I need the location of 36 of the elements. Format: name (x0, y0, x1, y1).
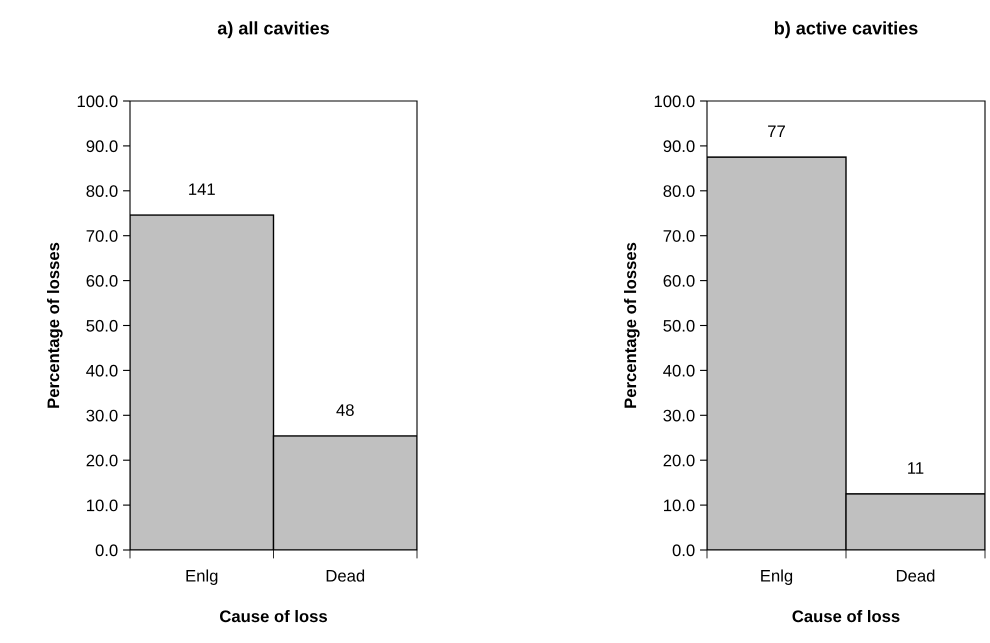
annotation: 141 (189, 183, 215, 195)
y-tick-label: 30.0 (663, 410, 695, 422)
chart-title: a) all cavities (218, 21, 329, 38)
y-tick-label: 80.0 (663, 185, 695, 198)
x-axis-title: Cause of loss (220, 610, 328, 622)
y-tick-label: 100.0 (654, 95, 695, 108)
y-tick-label: 40.0 (86, 364, 118, 377)
y-tick-label: 10.0 (87, 500, 118, 512)
y-tick-label: 20.0 (664, 454, 695, 466)
y-tick-label: 0.0 (96, 544, 118, 556)
y-tick-label: 50.0 (663, 320, 695, 332)
chart-title: b) active cavities (774, 21, 918, 38)
x-tick-label: Dead (896, 569, 934, 582)
y-tick-label: 90.0 (664, 140, 695, 152)
y-tick-label: 0.0 (672, 544, 695, 556)
y-tick-label: 60.0 (86, 275, 118, 287)
y-tick-label: 80.0 (86, 185, 118, 198)
y-tick-label: 50.0 (86, 320, 118, 332)
y-tick-label: 10.0 (664, 500, 695, 512)
x-tick-label: Dead (326, 569, 364, 582)
x-axis-title: Cause of loss (792, 610, 900, 622)
y-axis-title: Percentage of losses (624, 242, 640, 408)
y-tick-label: 90.0 (86, 140, 118, 152)
x-tick-label: Enlg (761, 569, 792, 585)
y-tick-label: 70.0 (86, 230, 118, 242)
y-axis-title: Percentage of losses (46, 242, 63, 408)
y-tick-label: 60.0 (664, 275, 695, 287)
annotation: 11 (908, 462, 924, 474)
y-tick-label: 30.0 (86, 410, 118, 422)
x-tick-label: Enlg (186, 569, 218, 585)
annotation: 48 (336, 404, 354, 416)
annotation: 77 (768, 126, 785, 137)
y-tick-label: 40.0 (663, 364, 695, 377)
y-tick-label: 70.0 (664, 230, 695, 242)
y-tick-label: 20.0 (86, 454, 118, 466)
y-tick-label: 100.0 (78, 95, 118, 108)
